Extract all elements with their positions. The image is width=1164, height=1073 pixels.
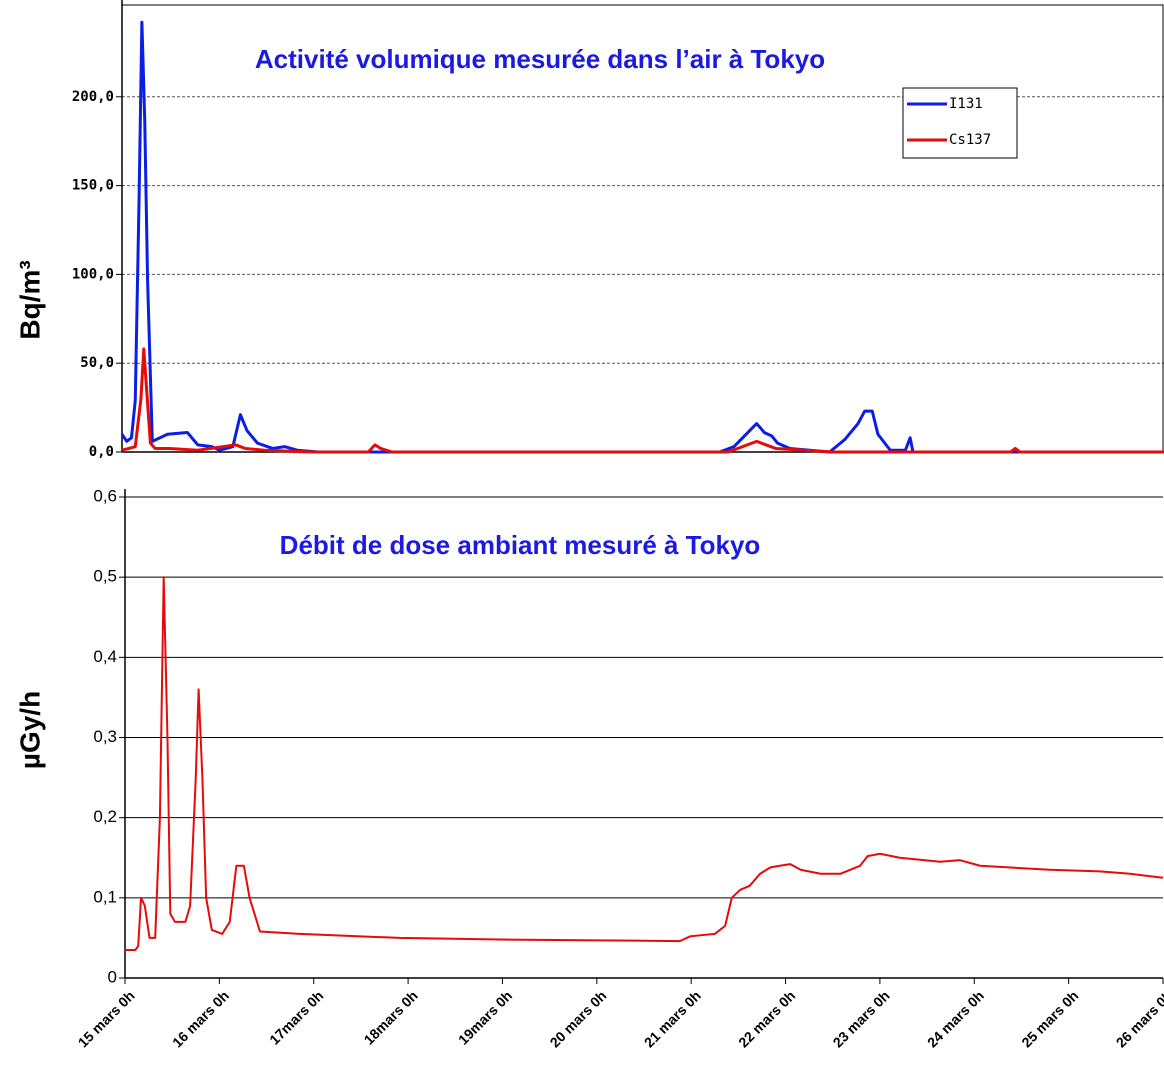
data-line [120, 20, 1164, 454]
x-tick-label: 24 mars 0h [924, 987, 987, 1050]
chart-title: Débit de dose ambiant mesuré à Tokyo [280, 530, 761, 560]
y-tick-label: 0,6 [93, 486, 117, 505]
y-tick-label: 0,5 [93, 567, 117, 586]
x-tick-label: 23 mars 0h [830, 987, 893, 1050]
y-tick-label: 0,0 [89, 444, 114, 460]
x-tick-label: 20 mars 0h [547, 987, 610, 1050]
y-tick-label: 0,2 [93, 807, 117, 826]
y-tick-label: 50,0 [80, 355, 114, 371]
x-tick-label: 21 mars 0h [641, 987, 704, 1050]
y-axis-label: µGy/h [14, 691, 45, 769]
x-tick-label: 19mars 0h [455, 987, 515, 1047]
y-tick-label: 150,0 [72, 178, 114, 194]
x-tick-label: 26 mars 0h [1113, 987, 1164, 1050]
x-tick-label: 16 mars 0h [169, 987, 232, 1050]
legend-label: I131 [949, 96, 983, 112]
legend-box [902, 87, 1018, 159]
data-line [125, 576, 1164, 951]
chart-title: Activité volumique mesurée dans l’air à … [255, 44, 825, 74]
x-tick-label: 17mars 0h [266, 987, 326, 1047]
y-tick-label: 200,0 [72, 89, 114, 105]
x-tick-label: 25 mars 0h [1018, 987, 1081, 1050]
legend-label: Cs137 [949, 132, 991, 148]
y-tick-label: 0,4 [93, 647, 117, 666]
y-tick-label: 100,0 [72, 266, 114, 282]
y-tick-label: 0,1 [93, 887, 117, 906]
x-tick-label: 22 mars 0h [735, 987, 798, 1050]
data-line [121, 347, 1164, 454]
y-axis-label: Bq/m³ [14, 260, 45, 339]
x-tick-label: 15 mars 0h [75, 987, 138, 1050]
x-tick-label: 18mars 0h [361, 987, 421, 1047]
y-tick-label: 0 [108, 967, 117, 986]
y-tick-label: 0,3 [93, 727, 117, 746]
